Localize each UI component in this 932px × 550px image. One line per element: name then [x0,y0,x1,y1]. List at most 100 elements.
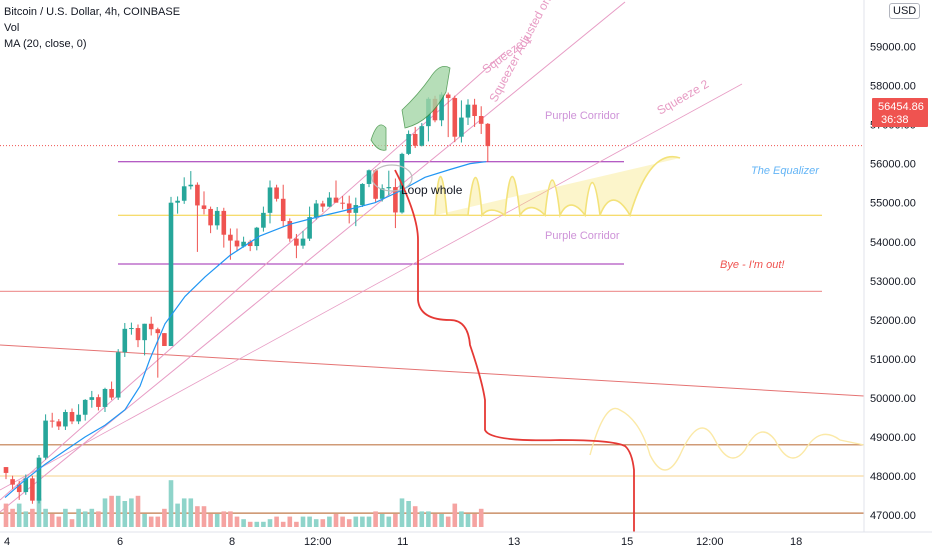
candle-body [267,187,273,213]
time-tick-label: 12:00 [696,536,724,548]
candle-body [3,467,9,473]
candle-body [465,104,471,118]
volume-bar [340,516,345,527]
candle-body [280,198,286,222]
volume-bar [175,503,180,527]
volume-bar [115,495,121,527]
volume-bar [320,519,326,527]
candle-body [294,238,299,246]
volume-bar [214,514,220,527]
time-axis: 4 6 8 12:00 11 13 15 12:00 18 [0,531,932,548]
volume-bar [379,514,385,527]
candle-body [82,399,88,415]
ma-line [4,161,487,498]
candle-body [122,328,128,353]
candle-body [379,188,385,199]
volume-bar [36,498,42,527]
volume-bar [122,501,128,527]
volume-bar [201,506,207,527]
volume-bar [168,480,174,527]
candle-body [346,203,352,213]
volume-bar [445,516,451,527]
candle-body [300,238,306,246]
candle-body [472,104,477,117]
chart-legend: Bitcoin / U.S. Dollar, 4h, COINBASE Vol … [4,4,180,52]
purple-corridor-top-label: Purple Corridor [545,110,620,122]
volume-bar [63,508,68,527]
volume-bar [228,511,233,527]
price-tick-label: 47000.00 [870,510,916,522]
candle-body [432,98,438,121]
candle-body [181,186,187,201]
volume-bar [195,506,200,527]
candle-body [162,333,167,347]
candle-body [247,241,253,247]
volume-bar [327,516,332,527]
last-price: 56454.86 [878,101,924,113]
volume-bar [69,519,75,527]
volume-bar [129,498,134,527]
time-tick-label: 15 [621,536,633,548]
squeezer-adjusted-line [0,1,626,513]
volume-bar [386,516,392,527]
descending-trendline [0,344,865,397]
loop-circle [371,164,413,192]
volume-bar [43,508,48,527]
ma-indicator-label[interactable]: MA (20, close, 0) [4,38,87,50]
volume-bar [221,511,227,527]
volume-bar [135,495,141,527]
symbol-title[interactable]: Bitcoin / U.S. Dollar, 4h, COINBASE [4,6,181,18]
candle-body [320,203,326,207]
volume-bar [96,511,101,527]
volume-bar [30,508,35,527]
time-tick-label: 12:00 [304,536,332,548]
price-tick-label: 49000.00 [870,432,916,444]
candle-body [76,414,81,422]
candle-body [43,420,48,458]
candle-body [287,221,293,239]
equalizer-wave [434,155,681,218]
candle-body [208,208,213,226]
candle-body [214,210,220,226]
time-tick-label: 11 [397,536,408,548]
volume-bar [82,511,88,527]
volume-bar [56,516,62,527]
volume-bar [313,519,319,527]
volume-bar [109,495,114,527]
volume-bar [439,514,444,527]
volume-bar [16,503,22,527]
volume-bar [294,521,299,527]
currency-button[interactable]: USD [889,3,921,19]
volume-bar [459,511,464,527]
candle-body [142,323,147,341]
price-tick-label: 55000.00 [870,198,916,210]
loop-label: Loop whole [401,183,463,197]
volume-bar [148,516,154,527]
volume-bar [300,516,306,527]
squeeze-pattern [370,124,387,151]
volume-bar [247,521,253,527]
volume-bar [162,508,167,527]
volume-indicator-label[interactable]: Vol [4,22,20,34]
candle-body [485,123,491,147]
volume-bar [241,519,246,527]
candle-body [406,133,411,154]
candle-body [419,126,425,146]
volume-bar [287,516,293,527]
price-tick-label: 48000.00 [870,471,916,483]
volume-bar [432,514,438,527]
candle-body [129,328,134,330]
volume-bar [346,519,352,527]
volume-bar [419,511,425,527]
candle-body [360,183,365,206]
candle-body [274,187,279,199]
purple-corridor-bottom-label: Purple Corridor [545,230,620,242]
candle-body [49,420,55,422]
candle-body [175,200,180,203]
candle-body [333,197,339,203]
volume-bar [393,514,398,527]
squeeze-pattern [401,65,451,129]
candle-body [30,478,35,501]
candle-body [386,187,392,189]
